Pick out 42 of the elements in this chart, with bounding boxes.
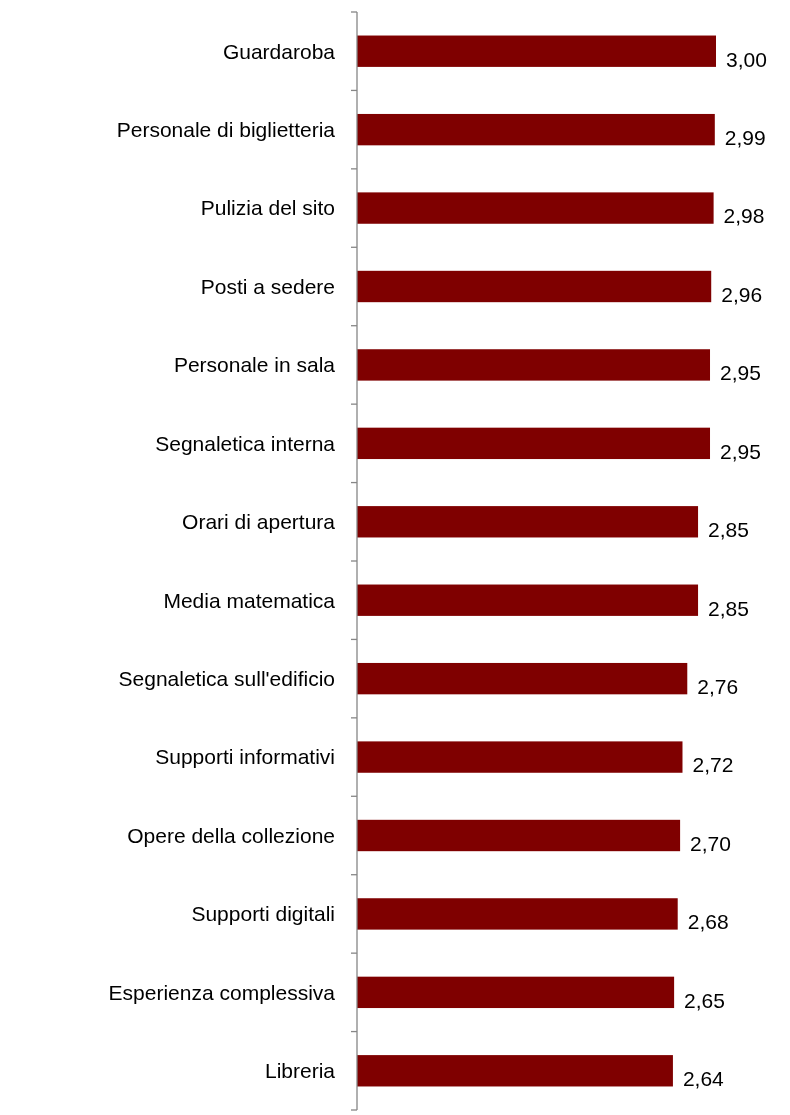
data-label: 2,65 (684, 988, 725, 1012)
y-tick-label: Esperienza complessiva (108, 980, 336, 1004)
y-tick-label: Supporti informativi (155, 745, 335, 769)
data-label: 2,64 (682, 1067, 725, 1091)
data-label: 2,96 (721, 282, 763, 306)
data-label: 2,70 (690, 831, 731, 855)
y-tick-label: Guardaroba (222, 39, 336, 63)
data-label: 2,76 (697, 674, 739, 698)
data-label: 2,72 (692, 753, 734, 777)
y-tick-label: Personale di biglietteria (116, 117, 336, 141)
bar (357, 662, 688, 695)
bar (357, 113, 715, 146)
bar (357, 976, 675, 1009)
y-tick-label: Orari di apertura (182, 510, 336, 534)
y-tick-label: Supporti digitali (191, 902, 335, 926)
y-tick-label: Segnaletica sull'edificio (118, 666, 335, 690)
bar (357, 741, 683, 773)
y-tick-label: Personale in sala (173, 353, 336, 377)
y-tick-label: Posti a sedere (200, 274, 335, 298)
y-tick-label: Libreria (264, 1059, 336, 1083)
data-label: 2,95 (720, 439, 761, 463)
data-label: 3,00 (726, 47, 767, 71)
bar (357, 270, 712, 303)
data-label: 2,95 (720, 361, 761, 385)
data-label: 2,99 (724, 125, 766, 149)
y-tick-label: Pulizia del sito (200, 196, 335, 220)
bar (357, 427, 711, 460)
y-tick-label: Segnaletica interna (155, 431, 336, 455)
bar (357, 349, 711, 381)
bar (357, 506, 699, 538)
y-tick-label: Opere della collezione (127, 823, 335, 847)
bar (357, 584, 699, 616)
data-label: 2,85 (708, 518, 749, 542)
data-label: 2,85 (708, 596, 749, 620)
y-tick-label: Media matematica (163, 588, 336, 612)
data-label: 2,98 (723, 204, 765, 228)
bar (357, 898, 678, 930)
bar (357, 192, 714, 224)
bar (357, 35, 716, 67)
bar (357, 819, 681, 852)
data-label: 2,68 (687, 910, 729, 934)
bar (357, 1055, 673, 1087)
